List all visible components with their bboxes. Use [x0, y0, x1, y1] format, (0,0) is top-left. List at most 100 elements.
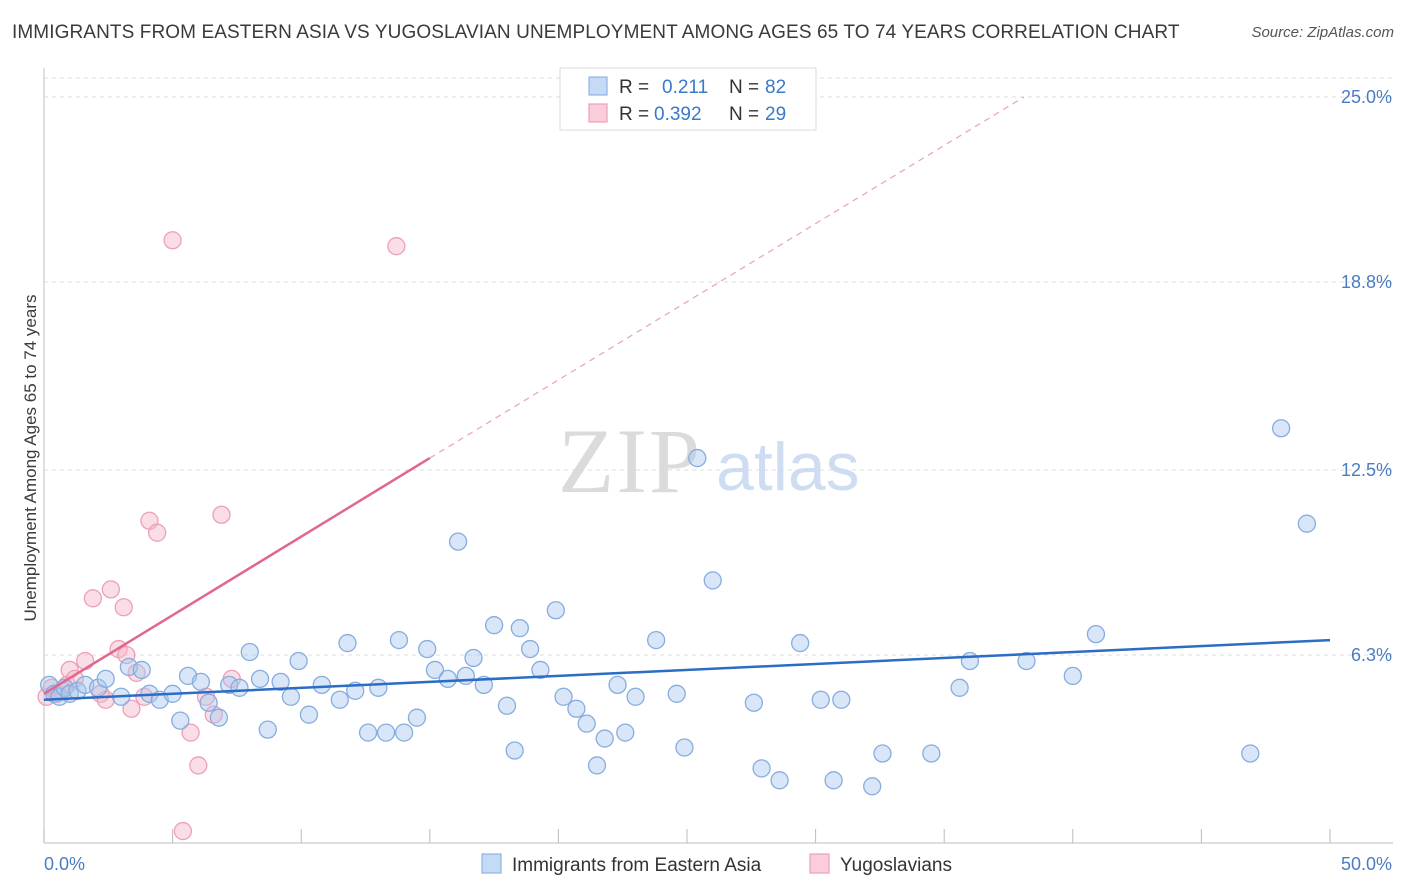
- eastern-asia-point-42: [448, 532, 468, 551]
- eastern-asia-point-2: [50, 687, 69, 706]
- x-tick-labels: 0.0% 50.0%: [44, 854, 1392, 874]
- eastern-asia-point-69: [791, 633, 810, 653]
- eastern-asia-point-28: [299, 705, 319, 724]
- stats-legend: R = 0.211 N = 82 R = 0.392 N = 29: [559, 67, 817, 131]
- eastern-asia-point-26: [281, 687, 301, 706]
- eastern-asia-point-62: [667, 684, 686, 703]
- eastern-asia-point-21: [230, 678, 249, 697]
- y-tick-label-0: 6.3%: [1351, 645, 1392, 665]
- eastern-asia-point-37: [394, 723, 414, 742]
- eastern-asia-point-25: [271, 672, 290, 692]
- eastern-asia-point-76: [950, 678, 969, 697]
- eastern-asia-point-36: [389, 630, 409, 650]
- series-legend: Immigrants from Eastern Asia Yugoslavian…: [481, 853, 952, 876]
- eastern-asia-point-53: [554, 687, 573, 706]
- eastern-asia-point-38: [407, 708, 427, 727]
- eastern-asia-point-33: [358, 723, 378, 742]
- eastern-asia-point-56: [587, 756, 607, 775]
- yugoslavians-point-25: [204, 705, 223, 724]
- eastern-asia-point-66: [744, 693, 764, 712]
- eastern-asia-point-52: [546, 601, 565, 620]
- eastern-asia-point-41: [438, 669, 457, 689]
- eastern-asia-point-8: [96, 669, 115, 689]
- bottom-legend-swatch-pink: [809, 853, 830, 874]
- yugoslavians-point-7: [76, 651, 95, 671]
- eastern-asia-point-54: [567, 699, 586, 718]
- yugoslavians-point-22: [181, 723, 200, 742]
- eastern-asia-point-44: [464, 648, 483, 668]
- yugoslavians-point-21: [173, 821, 193, 841]
- eastern-asia-point-73: [863, 777, 882, 796]
- eastern-asia-point-74: [873, 744, 892, 763]
- eastern-asia-point-39: [418, 639, 437, 659]
- legend-r-label-2: R =: [619, 104, 649, 125]
- eastern-asia-point-23: [250, 669, 270, 689]
- y-tick-label-1: 12.5%: [1341, 460, 1392, 480]
- eastern-asia-point-83: [1297, 514, 1317, 533]
- gridlines: [44, 77, 1393, 656]
- eastern-asia-point-49: [510, 619, 529, 638]
- eastern-asia-point-81: [1241, 744, 1260, 763]
- eastern-asia-point-70: [811, 690, 830, 709]
- legend-r-value-1: 0.211: [662, 77, 708, 98]
- eastern-asia-point-78: [1017, 651, 1036, 671]
- eastern-asia-point-57: [595, 729, 614, 748]
- source-credit: Source: ZipAtlas.com: [1251, 24, 1394, 41]
- legend-r-label-1: R =: [619, 77, 649, 98]
- eastern-asia-point-18: [199, 693, 218, 712]
- y-tick-labels: 6.3% 12.5% 18.8% 25.0%: [1341, 87, 1392, 665]
- eastern-asia-point-11: [132, 660, 151, 680]
- eastern-asia-point-77: [960, 651, 980, 671]
- eastern-asia-point-65: [703, 571, 722, 590]
- bottom-legend-swatch-blue: [481, 853, 502, 874]
- eastern-asia-point-47: [497, 696, 517, 715]
- eastern-asia-trendline: [43, 638, 1331, 702]
- eastern-asia-point-58: [608, 675, 627, 694]
- legend-r-value-2: 0.392: [654, 104, 702, 125]
- eastern-asia-point-71: [824, 771, 843, 790]
- eastern-asia-point-55: [577, 714, 596, 733]
- yugoslavians-point-8: [83, 589, 103, 608]
- trend-lines: [43, 96, 1331, 702]
- eastern-asia-point-61: [646, 630, 666, 650]
- eastern-asia-point-34: [369, 678, 388, 697]
- eastern-asia-point-63: [675, 738, 694, 757]
- eastern-asia-point-31: [338, 633, 357, 653]
- yugoslavians-point-19: [148, 523, 167, 542]
- watermark-atlas: atlas: [716, 429, 860, 505]
- chart-title: IMMIGRANTS FROM EASTERN ASIA VS YUGOSLAV…: [12, 22, 1180, 43]
- eastern-asia-point-51: [531, 660, 550, 680]
- eastern-asia-point-68: [770, 771, 789, 790]
- legend-n-label-1: N =: [729, 77, 759, 98]
- eastern-asia-point-27: [289, 651, 308, 671]
- yugoslavians-point-11: [101, 580, 121, 599]
- watermark: ZIP atlas: [558, 410, 860, 512]
- eastern-asia-point-59: [616, 723, 635, 742]
- yugoslavians-trendline-extension: [429, 96, 1025, 459]
- eastern-asia-point-46: [484, 616, 504, 635]
- series-yugoslavians: [37, 231, 406, 841]
- eastern-asia-point-50: [520, 639, 540, 659]
- eastern-asia-point-82: [1271, 419, 1291, 438]
- legend-n-value-2: 29: [765, 104, 786, 125]
- y-tick-label-2: 18.8%: [1341, 272, 1392, 292]
- axes: [43, 68, 1393, 844]
- y-axis-label: Unemployment Among Ages 65 to 74 years: [21, 295, 40, 622]
- yugoslavians-point-28: [387, 237, 406, 256]
- eastern-asia-point-75: [922, 744, 941, 763]
- eastern-asia-point-80: [1086, 624, 1106, 644]
- eastern-asia-point-72: [832, 690, 851, 709]
- watermark-zip: ZIP: [558, 410, 702, 512]
- eastern-asia-point-79: [1063, 666, 1082, 686]
- eastern-asia-point-29: [312, 675, 331, 694]
- yugoslavians-point-23: [189, 756, 208, 775]
- yugoslavians-point-26: [212, 505, 231, 524]
- eastern-asia-point-22: [240, 642, 259, 662]
- eastern-asia-point-35: [376, 723, 396, 742]
- legend-n-label-2: N =: [729, 104, 759, 125]
- yugoslavians-point-20: [163, 231, 182, 250]
- legend-swatch-blue: [588, 76, 608, 96]
- bottom-legend-label-2: Yugoslavians: [840, 855, 952, 876]
- eastern-asia-point-15: [171, 711, 190, 730]
